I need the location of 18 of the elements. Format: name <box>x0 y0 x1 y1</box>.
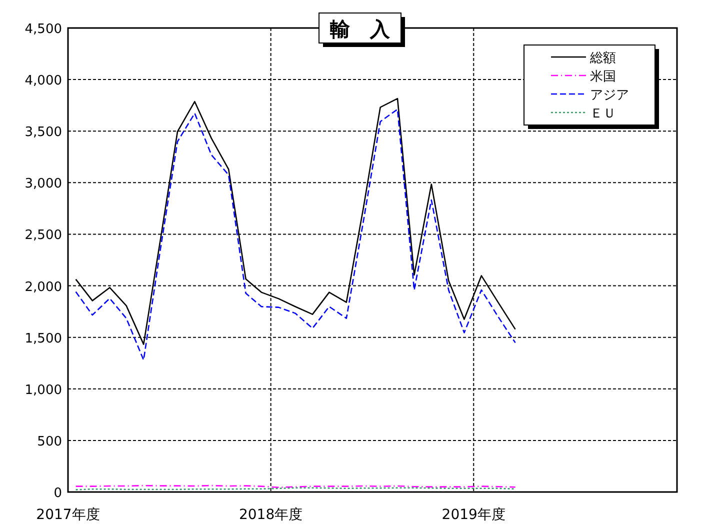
y-tick-label: 3,500 <box>24 125 62 140</box>
y-tick-label: 500 <box>37 434 62 450</box>
y-tick-label: 2,000 <box>24 280 62 295</box>
x-tick-label: 2019年度 <box>442 507 506 523</box>
y-tick-label: 4,000 <box>24 74 62 89</box>
y-tick-label: 0 <box>54 486 62 501</box>
legend-label: 総額 <box>589 51 616 66</box>
legend-label: アジア <box>590 88 629 103</box>
y-tick-label: 3,000 <box>24 176 62 192</box>
y-tick-label: 1,000 <box>24 382 62 398</box>
y-tick-label: 4,500 <box>24 22 62 37</box>
y-tick-label: 2,500 <box>24 228 62 244</box>
chart-title: 輸 入 <box>329 17 391 41</box>
x-tick-label: 2017年度 <box>36 507 100 523</box>
x-tick-label: 2018年度 <box>238 507 303 523</box>
y-tick-label: 1,500 <box>24 331 62 346</box>
legend-label: ＥＵ <box>590 106 616 122</box>
legend-label: 米国 <box>590 70 616 84</box>
